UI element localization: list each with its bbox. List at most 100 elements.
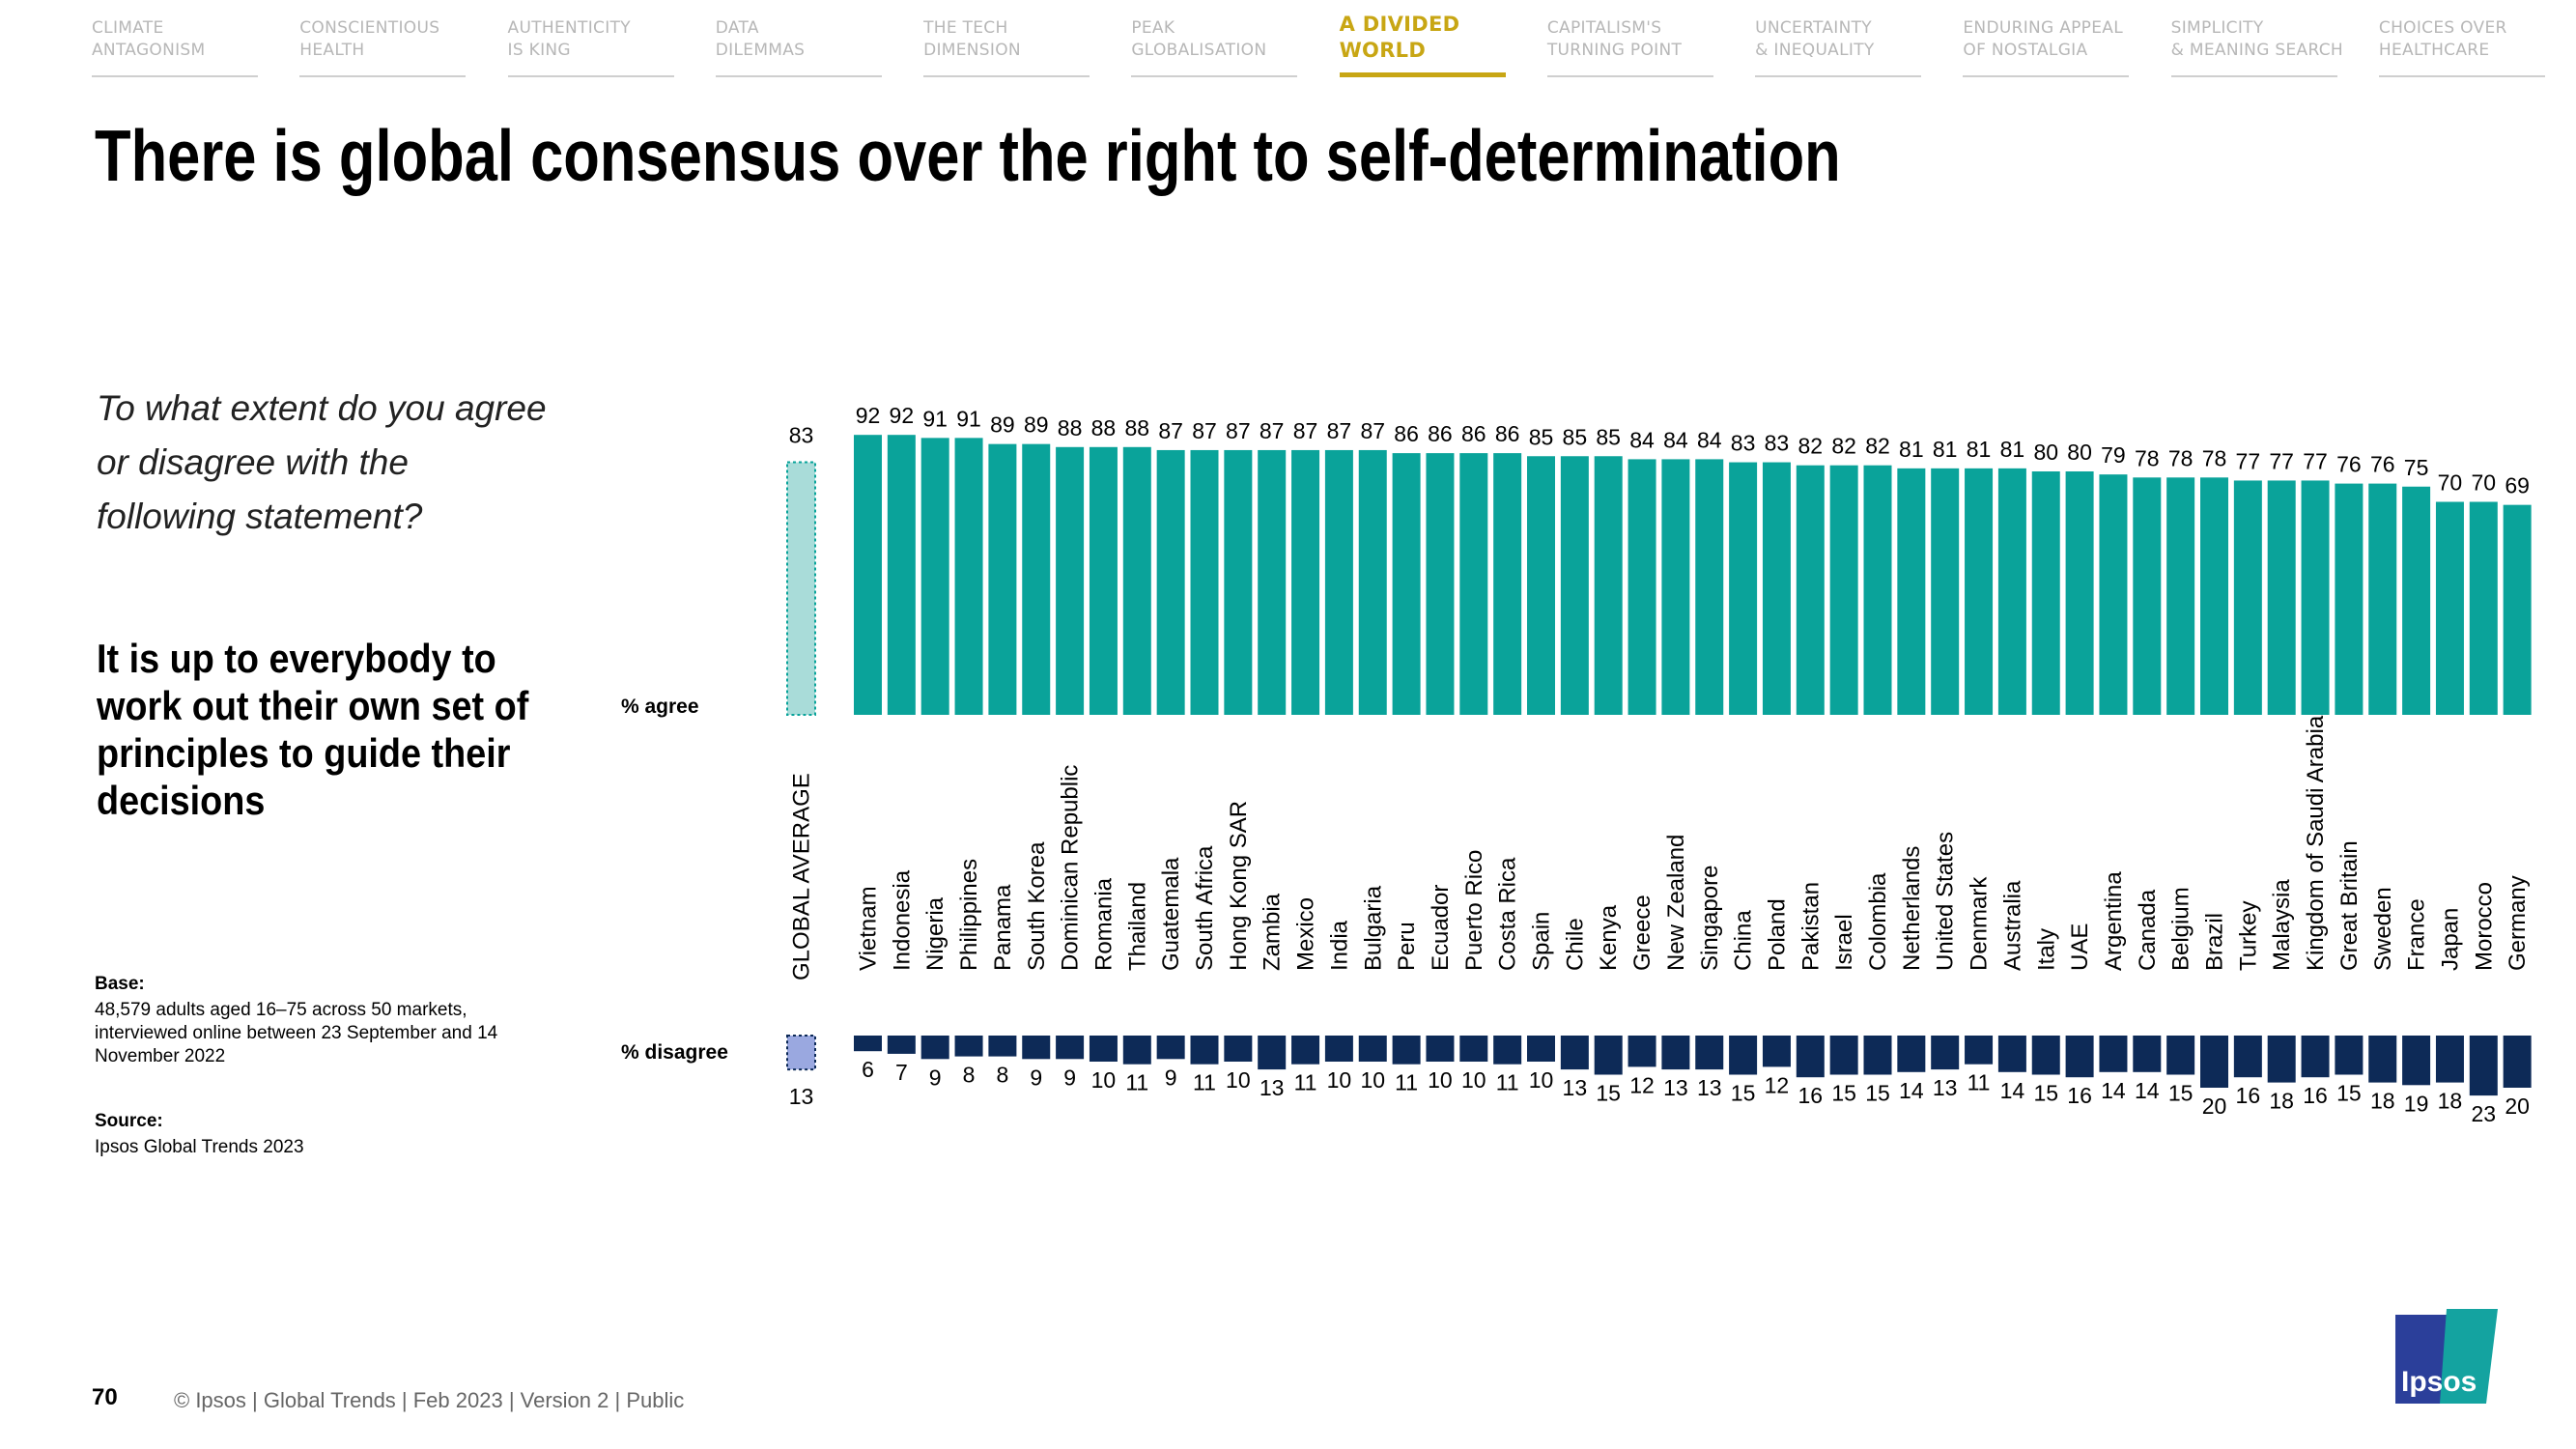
category-label: Bulgaria <box>1360 885 1386 971</box>
nav-tab-5[interactable]: THE TECH DIMENSION <box>923 0 1090 77</box>
category-label: Mexico <box>1293 897 1319 971</box>
nav-tab-12[interactable]: CHOICES OVER HEALTHCARE <box>2378 0 2545 77</box>
disagree-bar <box>1863 1036 1892 1075</box>
nav-tab-8[interactable]: CAPITALISM'S TURNING POINT <box>1546 0 1713 77</box>
agree-value: 84 <box>1629 427 1655 452</box>
category-label: Zambia <box>1260 893 1286 971</box>
disagree-bar <box>854 1036 882 1052</box>
agree-value: 87 <box>1293 418 1318 443</box>
agree-value: 82 <box>1831 434 1856 459</box>
agree-bar <box>2200 477 2228 715</box>
disagree-value: 15 <box>1731 1081 1756 1106</box>
nav-tab-line2: & INEQUALITY <box>1755 41 1875 60</box>
agree-bar <box>1594 456 1623 715</box>
disagree-value: 11 <box>1294 1070 1317 1095</box>
agree-series-label: % agree <box>621 696 699 718</box>
agree-value: 69 <box>2505 473 2530 498</box>
disagree-bar <box>1965 1036 1994 1065</box>
agree-value: 91 <box>922 406 948 431</box>
category-label: United States <box>1933 832 1959 971</box>
disagree-bar <box>2267 1036 2296 1083</box>
nav-tab-2[interactable]: CONSCIENTIOUS HEALTH <box>299 0 467 77</box>
disagree-value: 9 <box>929 1065 942 1090</box>
agree-value: 86 <box>1461 421 1486 446</box>
agree-bar <box>2267 480 2296 715</box>
agree-value: 85 <box>1596 424 1621 449</box>
agree-bar <box>1224 449 1253 715</box>
nav-tab-line1: DATA <box>715 18 759 38</box>
nav-tab-line1: AUTHENTICITY <box>507 18 631 38</box>
agree-bar <box>1527 456 1555 715</box>
disagree-value: 20 <box>2505 1094 2530 1119</box>
disagree-bar <box>1997 1036 2026 1072</box>
agree-bar <box>2503 504 2532 715</box>
disagree-value: 11 <box>1193 1070 1216 1095</box>
nav-tab-line2: ANTAGONISM <box>92 41 206 60</box>
agree-bar <box>2402 486 2431 715</box>
disagree-bar <box>2099 1036 2128 1072</box>
agree-bar <box>1122 446 1151 715</box>
global-agree-bar <box>786 461 816 716</box>
nav-tab-11[interactable]: SIMPLICITY & MEANING SEARCH <box>2170 0 2343 77</box>
agree-bar <box>1628 459 1656 715</box>
agree-bar <box>1324 449 1353 715</box>
agree-value: 86 <box>1394 421 1419 446</box>
agree-value: 77 <box>2236 448 2261 473</box>
agree-value: 91 <box>956 406 981 431</box>
agree-value: 87 <box>1327 418 1352 443</box>
global-average-label: GLOBAL AVERAGE <box>789 773 815 980</box>
agree-value: 70 <box>2472 470 2497 496</box>
disagree-bar <box>1426 1036 1455 1062</box>
category-label: Japan <box>2437 908 2463 971</box>
agree-bar <box>2099 474 2128 715</box>
category-label: Chile <box>1562 918 1588 971</box>
category-label: Morocco <box>2471 882 2497 971</box>
disagree-bar <box>1628 1036 1656 1067</box>
disagree-bar <box>1056 1036 1085 1060</box>
agree-value: 89 <box>1024 412 1049 438</box>
agree-value: 82 <box>1865 434 1890 459</box>
nav-tab-1[interactable]: CLIMATE ANTAGONISM <box>92 0 258 77</box>
nav-tab-10[interactable]: ENDURING APPEAL OF NOSTALGIA <box>1963 0 2130 77</box>
category-label: Italy <box>2033 928 2059 971</box>
disagree-value: 19 <box>2404 1091 2429 1116</box>
disagree-value: 16 <box>2236 1083 2261 1108</box>
category-label: Argentina <box>2101 871 2127 971</box>
disagree-bar <box>1459 1036 1488 1062</box>
agree-bar <box>1493 453 1522 715</box>
category-label: UAE <box>2067 923 2093 971</box>
nav-tab-line1: PEAK <box>1131 18 1175 38</box>
survey-statement: It is up to everybody to work out their … <box>97 636 529 823</box>
agree-bar <box>887 435 916 715</box>
disagree-bar <box>1089 1036 1118 1062</box>
svg-text:Ipsos: Ipsos <box>2401 1366 2477 1398</box>
agree-value: 89 <box>990 412 1015 438</box>
category-label: Thailand <box>1124 882 1150 971</box>
nav-tab-6[interactable]: PEAK GLOBALISATION <box>1131 0 1298 77</box>
agree-value: 81 <box>2000 437 2025 462</box>
agree-value: 87 <box>1192 418 1217 443</box>
nav-tab-4[interactable]: DATA DILEMMAS <box>715 0 882 77</box>
nav-tab-7[interactable]: A DIVIDED WORLD <box>1339 0 1506 77</box>
nav-tab-9[interactable]: UNCERTAINTY & INEQUALITY <box>1755 0 1922 77</box>
nav-tab-3[interactable]: AUTHENTICITY IS KING <box>507 0 674 77</box>
disagree-value: 6 <box>862 1057 874 1082</box>
agree-value: 87 <box>1360 418 1385 443</box>
nav-tab-line2: OF NOSTALGIA <box>1963 41 2088 60</box>
disagree-value: 18 <box>2438 1089 2463 1114</box>
agree-bar <box>1459 453 1488 715</box>
agree-value: 87 <box>1226 418 1251 443</box>
category-label: South Korea <box>1024 841 1050 971</box>
disagree-bar <box>1122 1036 1151 1065</box>
disagree-bar <box>1762 1036 1791 1067</box>
category-label: Greece <box>1629 895 1656 971</box>
category-label: Puerto Rico <box>1461 850 1487 971</box>
disagree-value: 15 <box>2336 1081 2362 1106</box>
disagree-value: 15 <box>1596 1081 1621 1106</box>
disagree-value: 15 <box>1831 1081 1856 1106</box>
category-label: New Zealand <box>1663 835 1689 971</box>
disagree-value: 8 <box>963 1063 976 1088</box>
disagree-bar <box>1022 1036 1051 1060</box>
disagree-bar <box>2200 1036 2228 1088</box>
